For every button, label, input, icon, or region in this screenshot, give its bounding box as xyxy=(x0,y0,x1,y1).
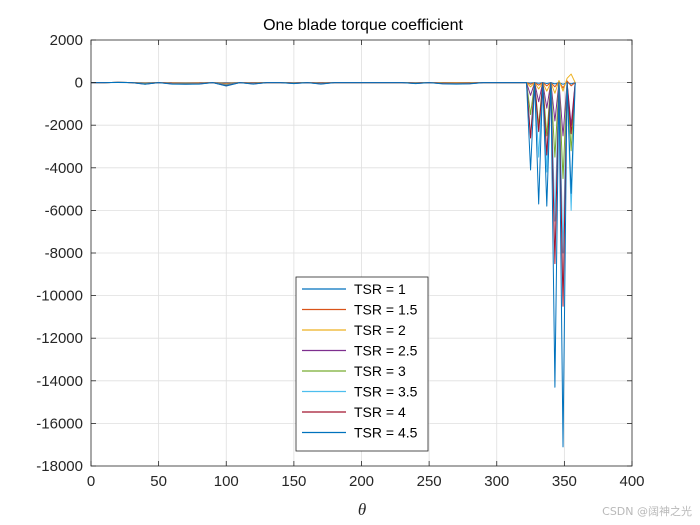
x-tick-label: 150 xyxy=(281,473,306,490)
y-tick-label: 0 xyxy=(75,75,83,92)
x-tick-label: 50 xyxy=(150,473,167,490)
legend-label: TSR = 1.5 xyxy=(354,302,418,318)
x-tick-label: 350 xyxy=(552,473,577,490)
chart-title: One blade torque coefficient xyxy=(263,17,463,34)
x-tick-label: 300 xyxy=(484,473,509,490)
y-tick-label: -10000 xyxy=(36,288,83,305)
x-axis-label: θ xyxy=(358,500,366,519)
y-tick-label: -2000 xyxy=(45,117,83,134)
legend-label: TSR = 4.5 xyxy=(354,425,418,441)
legend-label: TSR = 4 xyxy=(354,404,406,420)
y-tick-label: -8000 xyxy=(45,245,83,262)
legend-label: TSR = 2 xyxy=(354,322,406,338)
x-tick-label: 200 xyxy=(349,473,374,490)
x-axis-ticks: 0 50 100 150 200 250 300 350 400 xyxy=(87,40,645,490)
x-tick-label: 250 xyxy=(417,473,442,490)
legend-label: TSR = 1 xyxy=(354,281,406,297)
y-tick-label: -18000 xyxy=(36,458,83,475)
series-line-8 xyxy=(91,81,576,448)
y-tick-label: -14000 xyxy=(36,373,83,390)
legend-label: TSR = 3.5 xyxy=(354,384,418,400)
legend-box xyxy=(295,276,429,452)
legend-label: TSR = 3 xyxy=(354,363,406,379)
x-tick-label: 400 xyxy=(619,473,644,490)
y-tick-label: -6000 xyxy=(45,202,83,219)
y-tick-label: -4000 xyxy=(45,160,83,177)
watermark: CSDN @阔神之光 xyxy=(602,505,692,518)
legend: TSR = 1 TSR = 1.5 TSR = 2 TSR = 2.5 TSR = 3 T… xyxy=(295,276,429,452)
x-tick-label: 0 xyxy=(87,473,95,490)
y-axis-ticks: 2000 0 -2000 -4000 -6000 -8000 -10000 -12000 -14… xyxy=(36,32,632,475)
y-tick-label: 2000 xyxy=(50,32,83,49)
legend-label: TSR = 2.5 xyxy=(354,343,418,359)
x-tick-label: 100 xyxy=(214,473,239,490)
y-tick-label: -16000 xyxy=(36,415,83,432)
series-lines xyxy=(91,73,576,448)
y-tick-label: -12000 xyxy=(36,330,83,347)
